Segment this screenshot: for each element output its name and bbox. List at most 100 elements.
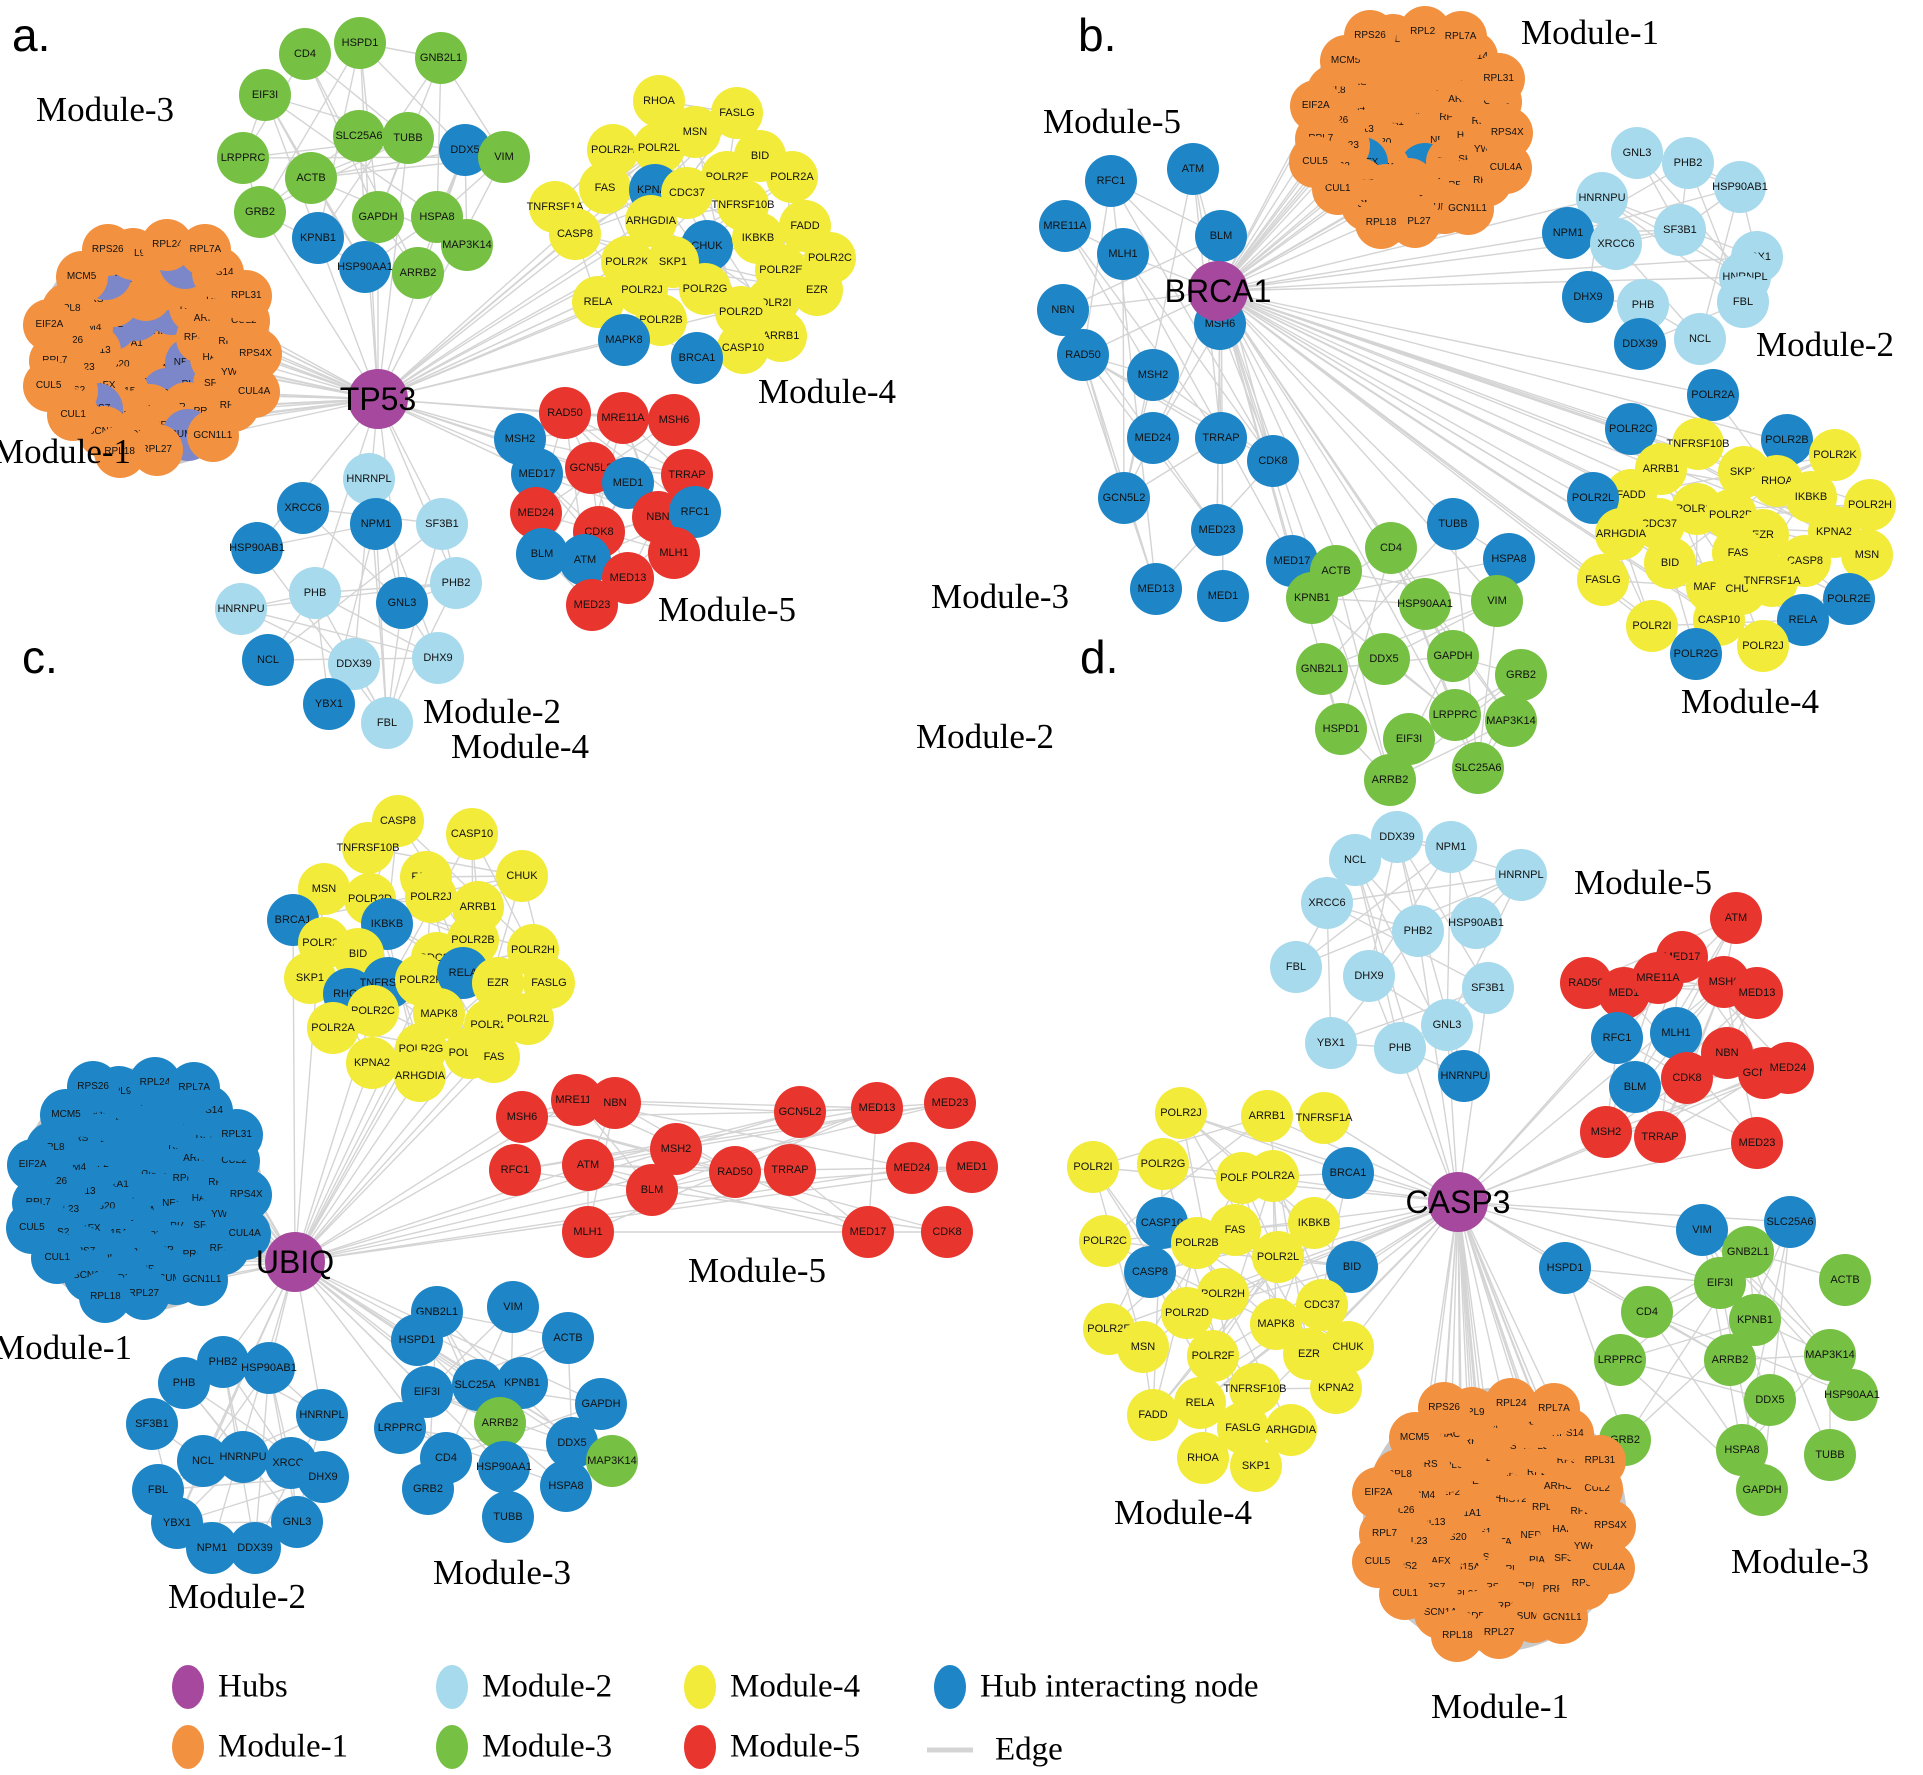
node-label: HNRNPL <box>1498 868 1544 881</box>
node-label: CASP10 <box>1140 1216 1184 1229</box>
node-label: FBL <box>376 716 398 729</box>
node-label: GNB2L1 <box>415 1305 459 1318</box>
node-label: YWHAG <box>1422 1429 1461 1441</box>
network-node: CUL4A <box>218 1208 271 1261</box>
node-label: POLR2J <box>1160 1106 1202 1119</box>
node-label: BLM <box>1623 1080 1647 1093</box>
network-node: MED24 <box>1127 412 1179 464</box>
network-node: PHB2 <box>430 557 482 609</box>
edge <box>1747 1251 1831 1456</box>
node-label: MCM5 <box>1399 1432 1430 1444</box>
network-node: SF3B1 <box>1462 962 1514 1014</box>
node-label: MRE11A <box>1043 219 1087 232</box>
network-node: POLR2G <box>1670 628 1722 680</box>
node-label: HNRNPU <box>219 1450 267 1463</box>
network-node: CASP8 <box>1124 1246 1176 1298</box>
node-label: SKP1 <box>658 255 688 268</box>
network-node: MSN <box>1841 529 1893 581</box>
node-label: CUL4A <box>1592 1562 1625 1574</box>
node-label: MAP3K14 <box>442 238 492 251</box>
node-label: RPL31 <box>1483 72 1514 84</box>
network-node: HSPA8 <box>540 1460 592 1512</box>
node-label: ARHGDIA <box>394 1069 446 1082</box>
node-label: MED23 <box>1738 1136 1776 1149</box>
network-node: HSP90AA1 <box>476 1441 532 1493</box>
network-node: HSPD1 <box>1315 703 1367 755</box>
edge <box>1217 290 1454 525</box>
node-label: TNFRSF1A <box>1295 1111 1353 1124</box>
edge <box>1446 874 1522 1026</box>
node-label: RELA <box>1788 613 1818 626</box>
node-label: SCN1A <box>1423 1607 1458 1619</box>
network-node: YBX1 <box>303 678 355 730</box>
node-label: HSPA8 <box>419 210 455 223</box>
hub-node: CASP3 <box>1406 1172 1510 1232</box>
node-label: POLR2F <box>705 170 749 183</box>
node-label: HSP90AA1 <box>1397 597 1453 610</box>
node-label: ACTB <box>296 171 326 184</box>
node-label: POLR2A <box>1251 1169 1295 1182</box>
node-label: CHUK <box>1332 1340 1364 1353</box>
node-label: RPS26 <box>1354 29 1386 41</box>
network-node: NCL <box>1329 834 1381 886</box>
node-label: CUL5 <box>1302 156 1328 168</box>
network-node: RPL18 <box>1431 1609 1484 1662</box>
node-label: TNFRSF10B <box>1666 437 1730 450</box>
network-node: CUL4A <box>1479 141 1532 194</box>
network-node: HNRNPL <box>343 453 395 505</box>
node-label: MCM5 <box>1330 54 1361 66</box>
network-node: DDX39 <box>1614 318 1666 370</box>
network-node: POLR2E <box>1823 573 1875 625</box>
node-label: DDX39 <box>237 1541 273 1554</box>
network-node: GCN1L1 <box>175 1253 228 1306</box>
node-label: HSP90AB1 <box>1448 916 1504 929</box>
network-node: RPL18 <box>1355 197 1408 250</box>
network-node: LRPPRC <box>217 132 269 184</box>
node-label: PHB2 <box>1673 156 1703 169</box>
node-label: POLR2J <box>621 283 663 296</box>
network-node: YBX1 <box>1305 1017 1357 1069</box>
node-label: VIM <box>494 150 514 163</box>
network-node: RPL31 <box>220 270 273 323</box>
node-label: POLR2J <box>410 890 452 903</box>
node-label: ATM <box>1181 162 1205 175</box>
node-label: HSPA8 <box>548 1479 584 1492</box>
node-label: MED1 <box>612 476 644 489</box>
network-node: ATM <box>1710 892 1762 944</box>
network-node: SLC25A6 <box>1452 742 1504 794</box>
node-label: KPNB1 <box>299 231 337 244</box>
node-label: RPS4X <box>1593 1519 1627 1531</box>
module-label: Module-5 <box>657 590 797 629</box>
node-label: NBN <box>646 510 670 523</box>
network-node: TRRAP <box>1634 1111 1686 1163</box>
node-label: EZR <box>1752 528 1774 541</box>
node-label: DDB1 <box>1463 1611 1491 1623</box>
network-node: NPM1 <box>350 498 402 550</box>
edge <box>1122 253 1274 462</box>
node-label: SF3B1 <box>135 1417 169 1430</box>
node-label: PHB <box>1388 1041 1412 1054</box>
network-node: CD4 <box>279 28 331 80</box>
node-label: TUBB <box>493 1510 523 1523</box>
node-label: RPL31 <box>1584 1454 1616 1466</box>
network-node: BLM <box>1609 1061 1661 1113</box>
node-label: CASP10 <box>1697 613 1741 626</box>
node-label: MED23 <box>931 1096 969 1109</box>
node-label: DDX5 <box>1369 652 1399 665</box>
node-label: RPS4X <box>239 348 272 360</box>
network-node: POLR2J <box>1155 1087 1207 1139</box>
module-label: Module-4 <box>757 372 897 411</box>
node-label: RAD50 <box>717 1165 753 1178</box>
node-label: SF3B1 <box>425 517 459 530</box>
node-label: MSH6 <box>506 1110 538 1123</box>
edge <box>651 1189 948 1233</box>
node-label: POLR2A <box>1691 388 1735 401</box>
network-node: MED23 <box>566 579 618 631</box>
module-label: Module-4 <box>450 727 590 766</box>
network-node: MRE11A <box>1039 200 1091 252</box>
network-node: SLC25A6 <box>333 110 385 162</box>
network-node: POLR2G <box>1137 1138 1189 1190</box>
network-node: ACTB <box>1819 1254 1871 1306</box>
node-label: CASP8 <box>1786 554 1824 567</box>
node-label: CD4 <box>434 1451 457 1464</box>
